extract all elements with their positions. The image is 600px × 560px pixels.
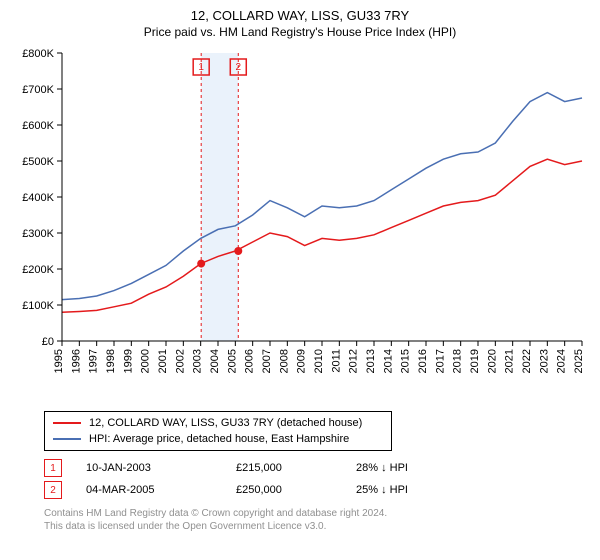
chart-svg: £0 £100K £200K £300K £400K £500K £600K £700K £80… <box>10 45 590 405</box>
svg-text:2014: 2014 <box>382 349 394 373</box>
transaction-marker-icon: 1 <box>44 459 62 477</box>
svg-text:2001: 2001 <box>157 349 169 373</box>
svg-text:2002: 2002 <box>174 349 186 373</box>
transaction-date: 10-JAN-2003 <box>86 462 236 474</box>
footer-line-1: Contains HM Land Registry data © Crown c… <box>44 507 590 520</box>
legend-row-subject: 12, COLLARD WAY, LISS, GU33 7RY (detache… <box>53 415 383 431</box>
legend-label-subject: 12, COLLARD WAY, LISS, GU33 7RY (detache… <box>89 417 362 429</box>
svg-text:2011: 2011 <box>330 349 342 373</box>
svg-text:2021: 2021 <box>504 349 516 373</box>
svg-text:2015: 2015 <box>400 349 412 373</box>
transactions-table: 1 10-JAN-2003 £215,000 28% ↓ HPI 2 04-MA… <box>44 457 554 501</box>
transaction-row: 2 04-MAR-2005 £250,000 25% ↓ HPI <box>44 479 554 501</box>
svg-text:2022: 2022 <box>521 349 533 373</box>
svg-text:2025: 2025 <box>573 349 585 373</box>
svg-text:2020: 2020 <box>486 349 498 373</box>
svg-text:2009: 2009 <box>296 349 308 373</box>
svg-text:1996: 1996 <box>70 349 82 373</box>
container: 12, COLLARD WAY, LISS, GU33 7RY Price pa… <box>0 0 600 537</box>
svg-text:2013: 2013 <box>365 349 377 373</box>
transaction-marker-icon: 2 <box>44 481 62 499</box>
svg-text:2017: 2017 <box>434 349 446 373</box>
svg-text:2024: 2024 <box>556 349 568 373</box>
chart-subtitle: Price paid vs. HM Land Registry's House … <box>10 25 590 39</box>
svg-text:2007: 2007 <box>261 349 273 373</box>
svg-text:2019: 2019 <box>469 349 481 373</box>
svg-text:1997: 1997 <box>88 349 100 373</box>
svg-text:1999: 1999 <box>122 349 134 373</box>
transaction-delta: 28% ↓ HPI <box>356 462 476 474</box>
svg-text:2023: 2023 <box>538 349 550 373</box>
svg-text:£400K: £400K <box>22 192 54 204</box>
svg-text:£0: £0 <box>42 336 54 348</box>
legend-row-hpi: HPI: Average price, detached house, East… <box>53 431 383 447</box>
svg-text:£500K: £500K <box>22 156 54 168</box>
svg-text:£200K: £200K <box>22 264 54 276</box>
svg-text:2006: 2006 <box>244 349 256 373</box>
svg-text:£300K: £300K <box>22 228 54 240</box>
svg-text:2016: 2016 <box>417 349 429 373</box>
chart-title: 12, COLLARD WAY, LISS, GU33 7RY <box>10 8 590 23</box>
svg-text:1998: 1998 <box>105 349 117 373</box>
svg-text:2005: 2005 <box>226 349 238 373</box>
svg-text:1: 1 <box>198 62 204 73</box>
transaction-row: 1 10-JAN-2003 £215,000 28% ↓ HPI <box>44 457 554 479</box>
legend-label-hpi: HPI: Average price, detached house, East… <box>89 433 349 445</box>
svg-text:£700K: £700K <box>22 84 54 96</box>
transaction-delta: 25% ↓ HPI <box>356 484 476 496</box>
svg-text:2000: 2000 <box>140 349 152 373</box>
chart: £0 £100K £200K £300K £400K £500K £600K £700K £80… <box>10 45 590 405</box>
transaction-price: £250,000 <box>236 484 356 496</box>
legend: 12, COLLARD WAY, LISS, GU33 7RY (detache… <box>44 411 392 451</box>
footer-line-2: This data is licensed under the Open Gov… <box>44 520 590 533</box>
svg-text:2: 2 <box>235 62 241 73</box>
svg-text:2003: 2003 <box>192 349 204 373</box>
svg-text:2004: 2004 <box>209 349 221 373</box>
legend-swatch-hpi <box>53 438 81 440</box>
svg-text:£600K: £600K <box>22 120 54 132</box>
footer: Contains HM Land Registry data © Crown c… <box>44 507 590 533</box>
svg-text:£100K: £100K <box>22 300 54 312</box>
svg-text:1995: 1995 <box>53 349 65 373</box>
svg-text:2008: 2008 <box>278 349 290 373</box>
svg-text:2012: 2012 <box>348 349 360 373</box>
svg-text:2018: 2018 <box>452 349 464 373</box>
svg-text:£800K: £800K <box>22 48 54 60</box>
transaction-price: £215,000 <box>236 462 356 474</box>
legend-swatch-subject <box>53 422 81 424</box>
transaction-date: 04-MAR-2005 <box>86 484 236 496</box>
svg-text:2010: 2010 <box>313 349 325 373</box>
